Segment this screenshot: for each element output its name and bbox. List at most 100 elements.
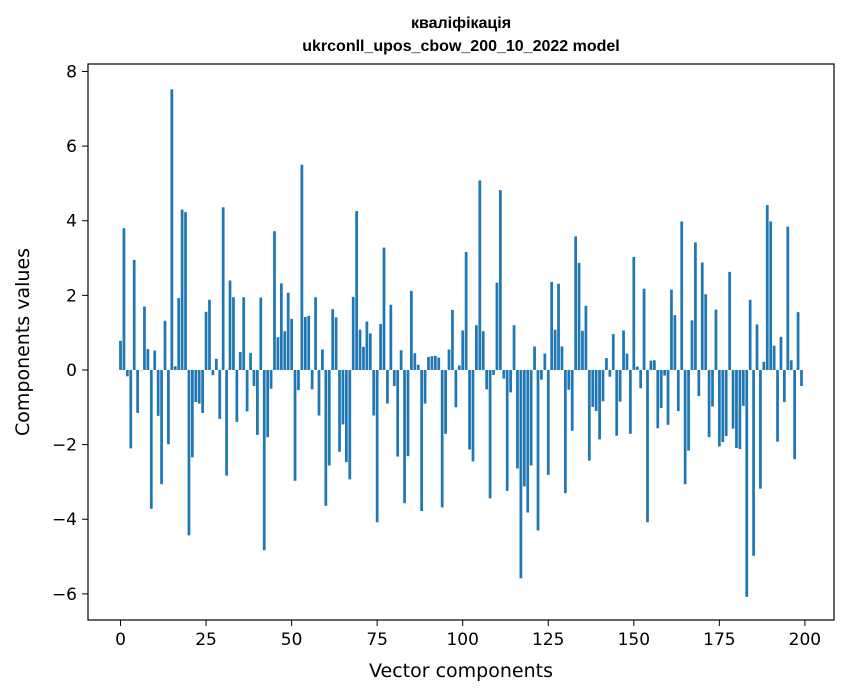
- bar-component-118: [522, 369, 526, 487]
- x-tick-label: 200: [789, 630, 821, 650]
- bar-component-15: [170, 89, 174, 370]
- bar-component-48: [283, 331, 287, 370]
- bar-component-45: [273, 231, 276, 370]
- bar-component-95: [444, 369, 447, 434]
- bar-component-98: [454, 369, 458, 408]
- bar-component-164: [680, 221, 684, 370]
- bar-component-9: [149, 369, 153, 509]
- bar-component-167: [690, 320, 694, 370]
- y-tick-label: −6: [52, 585, 77, 605]
- bar-component-84: [406, 369, 410, 457]
- bar-component-16: [173, 366, 177, 370]
- bar-component-112: [502, 369, 506, 379]
- bar-component-66: [344, 369, 348, 463]
- bar-component-53: [300, 164, 304, 370]
- bar-component-0: [119, 340, 122, 370]
- bar-component-168: [694, 242, 697, 370]
- bars-group: [119, 89, 803, 597]
- bar-component-178: [728, 271, 731, 370]
- bar-component-134: [577, 262, 581, 370]
- bar-component-119: [526, 369, 530, 513]
- bar-component-106: [481, 331, 485, 370]
- bar-component-83: [403, 369, 406, 504]
- bar-component-192: [776, 369, 779, 442]
- bar-component-104: [475, 325, 478, 370]
- bar-component-177: [724, 369, 728, 437]
- bar-component-39: [252, 369, 256, 387]
- bar-component-186: [755, 324, 759, 370]
- bar-component-35: [238, 352, 242, 370]
- bar-component-145: [615, 369, 619, 436]
- bar-component-19: [184, 212, 187, 370]
- bar-component-140: [598, 369, 601, 440]
- bar-component-7: [143, 306, 146, 370]
- bar-component-146: [618, 369, 622, 402]
- bar-component-153: [642, 288, 646, 370]
- bar-component-85: [410, 290, 413, 370]
- bar-component-195: [786, 226, 790, 370]
- bar-component-89: [423, 369, 427, 404]
- bar-component-23: [197, 369, 201, 404]
- y-tick-label: −4: [52, 510, 77, 530]
- bar-component-78: [386, 369, 389, 404]
- bar-component-156: [652, 360, 656, 370]
- bar-component-75: [375, 369, 379, 523]
- bar-component-174: [714, 309, 718, 370]
- bar-component-135: [581, 330, 584, 370]
- bar-component-69: [355, 211, 358, 370]
- x-axis-label: Vector components: [369, 660, 553, 682]
- bar-component-60: [324, 369, 328, 506]
- bar-component-197: [793, 369, 797, 460]
- bar-component-142: [605, 358, 608, 370]
- bar-component-34: [235, 369, 239, 422]
- y-tick-label: 4: [66, 212, 77, 232]
- bar-component-64: [338, 369, 341, 452]
- bar-component-139: [594, 369, 598, 412]
- bar-component-59: [321, 349, 324, 370]
- x-tick-label: 25: [195, 630, 217, 650]
- bar-component-31: [225, 369, 228, 476]
- bar-component-196: [789, 360, 793, 370]
- bar-component-54: [303, 317, 307, 370]
- bar-component-105: [478, 180, 482, 370]
- x-axis-ticks: 0 25 50 75 100 125 150 175 200: [115, 620, 821, 650]
- bar-component-88: [420, 369, 424, 512]
- bar-component-5: [136, 369, 139, 413]
- bar-component-120: [529, 369, 533, 466]
- y-tick-label: −2: [52, 436, 77, 456]
- bar-component-194: [783, 369, 786, 403]
- bar-component-44: [269, 369, 273, 389]
- bar-component-18: [180, 209, 184, 370]
- bar-component-81: [396, 369, 400, 457]
- bar-component-126: [550, 281, 554, 370]
- bar-component-40: [256, 369, 259, 435]
- y-tick-label: 2: [66, 286, 77, 306]
- bar-component-157: [656, 369, 660, 429]
- bar-component-41: [259, 297, 263, 370]
- bar-component-152: [639, 369, 643, 389]
- bar-component-187: [759, 369, 762, 489]
- bar-component-58: [317, 369, 321, 416]
- bar-component-3: [129, 369, 133, 449]
- bar-component-97: [451, 309, 454, 370]
- bar-component-129: [560, 346, 564, 370]
- bar-component-182: [741, 369, 745, 406]
- bar-component-171: [704, 294, 708, 370]
- bar-component-87: [416, 364, 420, 370]
- bar-component-159: [663, 369, 666, 376]
- bar-component-169: [697, 369, 701, 397]
- bar-component-183: [745, 369, 749, 597]
- bar-component-14: [167, 369, 170, 445]
- x-tick-label: 75: [366, 630, 388, 650]
- bar-component-72: [365, 321, 369, 370]
- bar-component-62: [331, 309, 335, 370]
- bar-component-108: [488, 369, 492, 499]
- bar-component-125: [546, 369, 550, 475]
- bar-component-181: [738, 369, 742, 450]
- bar-component-4: [132, 259, 136, 370]
- chart-title: кваліфікація: [411, 15, 511, 32]
- bar-component-22: [194, 369, 198, 403]
- bar-component-21: [191, 369, 194, 458]
- bar-component-189: [765, 205, 769, 370]
